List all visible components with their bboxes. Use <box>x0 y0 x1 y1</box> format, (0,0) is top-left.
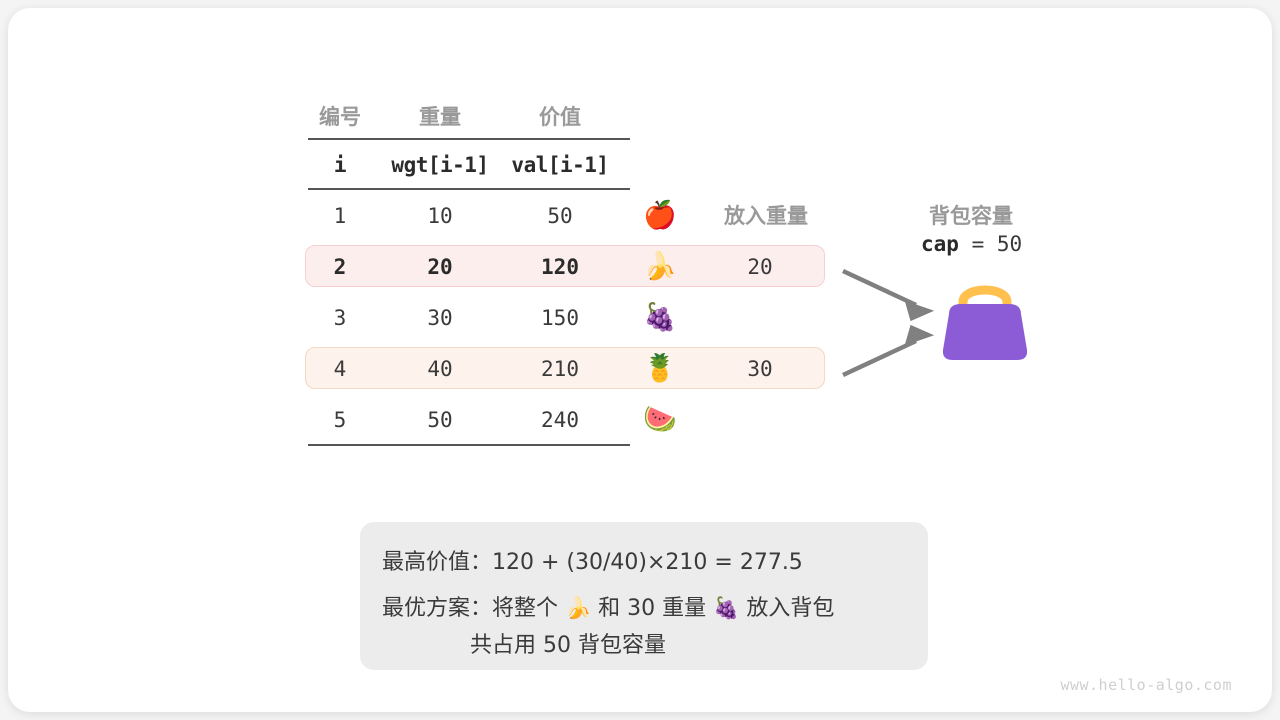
header-code-val: val[i-1] <box>511 153 609 177</box>
header-code-i: i <box>333 153 347 177</box>
summary-l2-part-c: 放入背包 <box>746 596 835 621</box>
arrow-line-pineapple <box>842 338 917 378</box>
cell-weight: 20 <box>427 254 453 279</box>
bag-capacity-label: 背包容量 <box>929 204 1013 228</box>
cell-index: 5 <box>333 407 347 432</box>
capacity-expression: cap = 50 <box>921 232 1022 256</box>
header-cn-weight: 重量 <box>419 105 461 129</box>
arrow-head-banana <box>904 300 935 322</box>
table-row: 4 40 210 🍍 30 <box>300 343 840 394</box>
grapes-emoji: 🍇 <box>643 302 677 333</box>
table-row: 5 50 240 🍉 <box>300 394 840 445</box>
banana-emoji: 🍌 <box>643 251 677 282</box>
handbag-icon <box>942 285 1028 360</box>
site-watermark: www.hello-algo.com <box>1060 676 1232 694</box>
cell-value: 150 <box>541 305 579 330</box>
illustration-card: 编号 重量 价值 i wgt[i-1] val[i-1] 1 10 50 🍎 <box>8 8 1272 712</box>
row-highlight-banana <box>305 245 825 287</box>
cell-weight: 40 <box>427 356 453 381</box>
cell-value: 120 <box>541 254 579 279</box>
summary-l2-part-a: 最优方案：将整个 <box>382 596 559 621</box>
cap-value: 50 <box>996 232 1023 256</box>
summary-l2-part-b: 和 30 重量 <box>598 596 707 621</box>
cell-value: 240 <box>541 407 579 432</box>
table-row: 2 20 120 🍌 20 <box>300 241 840 292</box>
cell-weight: 30 <box>427 305 453 330</box>
summary-line-optimal-plan: 最优方案：将整个 🍌 和 30 重量 🍇 放入背包 <box>382 590 834 622</box>
header-cn-index: 编号 <box>319 105 361 129</box>
watermelon-emoji: 🍉 <box>643 404 677 435</box>
header-code-wgt: wgt[i-1] <box>391 153 489 177</box>
table-header-code-row: i wgt[i-1] val[i-1] <box>300 140 840 190</box>
summary-line-total-used: 共占用 50 背包容量 <box>470 633 666 658</box>
summary-line-max-value: 最高价值：120 + (30/40)×210 = 277.5 <box>382 550 803 575</box>
cell-index: 4 <box>333 356 347 381</box>
table-divider-top <box>308 138 630 140</box>
table-divider-bottom <box>308 444 630 446</box>
arrow-line-banana <box>842 268 917 308</box>
cell-put-weight: 20 <box>747 254 773 279</box>
row-highlight-pineapple <box>305 347 825 389</box>
pineapple-emoji: 🍍 <box>643 353 677 384</box>
table-divider-mid <box>308 188 630 190</box>
header-cn-value: 价值 <box>539 105 581 129</box>
cell-value: 50 <box>547 203 573 228</box>
items-table: 编号 重量 价值 i wgt[i-1] val[i-1] 1 10 50 🍎 <box>300 92 840 446</box>
table-row: 1 10 50 🍎 <box>300 190 840 241</box>
bag-handle-right <box>958 285 1012 331</box>
cell-put-weight: 30 <box>747 356 773 381</box>
cell-weight: 50 <box>427 407 453 432</box>
grapes-emoji: 🍇 <box>713 596 740 620</box>
table-row: 3 30 150 🍇 <box>300 292 840 343</box>
cell-index: 1 <box>333 203 347 228</box>
banana-emoji: 🍌 <box>565 596 592 620</box>
apple-emoji: 🍎 <box>643 200 677 231</box>
summary-box: 最高价值：120 + (30/40)×210 = 277.5 最优方案：将整个 … <box>360 522 928 670</box>
cell-value: 210 <box>541 356 579 381</box>
cap-equals: = <box>971 232 985 256</box>
cap-key: cap <box>921 232 959 256</box>
table-header-cn-row: 编号 重量 价值 <box>300 92 840 140</box>
put-weight-label: 放入重量 <box>724 204 808 228</box>
arrow-head-pineapple <box>904 324 935 346</box>
cell-index: 2 <box>333 254 347 279</box>
flow-arrows <box>842 268 935 378</box>
bag-body <box>942 304 1028 360</box>
cell-index: 3 <box>333 305 347 330</box>
cell-weight: 10 <box>427 203 453 228</box>
